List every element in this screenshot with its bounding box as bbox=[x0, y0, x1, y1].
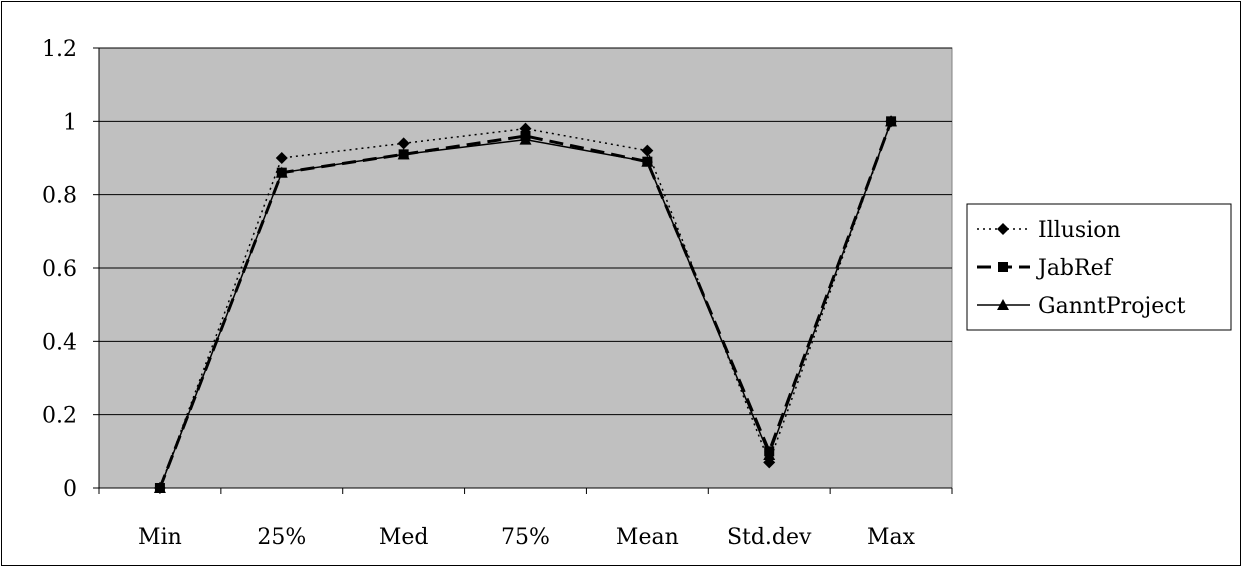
y-axis-tick-labels: 0 0.2 0.4 0.6 0.8 1 1.2 bbox=[42, 37, 77, 502]
data-point-triangle bbox=[885, 115, 898, 127]
legend-marker-square bbox=[998, 262, 1008, 272]
data-point-diamond bbox=[397, 137, 410, 150]
legend-item-jabref: JabRef bbox=[977, 256, 1114, 281]
y-tick-label: 1.2 bbox=[42, 37, 77, 62]
x-tick-label: Std.dev bbox=[727, 525, 812, 550]
series-ganntproject bbox=[153, 115, 898, 493]
axes bbox=[98, 48, 953, 494]
data-point-triangle bbox=[397, 148, 410, 160]
legend-label: Illusion bbox=[1038, 218, 1121, 243]
x-axis-tick-labels: Min 25% Med 75% Mean Std.dev Max bbox=[138, 525, 916, 550]
legend-marker-triangle bbox=[997, 299, 1009, 310]
x-tick-label: Max bbox=[867, 525, 916, 550]
y-tick-label: 0 bbox=[63, 477, 77, 502]
x-tick-label: Mean bbox=[616, 525, 679, 550]
x-tick-label: Med bbox=[379, 525, 429, 550]
x-tick-label: 75% bbox=[501, 525, 550, 550]
data-point-diamond bbox=[275, 152, 288, 164]
data-point-triangle bbox=[763, 449, 776, 460]
y-tick-label: 0.8 bbox=[42, 184, 77, 209]
legend-item-ganntproject: GanntProject bbox=[977, 294, 1186, 319]
data-point-triangle bbox=[641, 155, 654, 167]
data-point-triangle bbox=[275, 166, 288, 178]
legend-label: JabRef bbox=[1036, 256, 1114, 281]
legend-label: GanntProject bbox=[1038, 294, 1186, 319]
legend-item-illusion: Illusion bbox=[977, 218, 1121, 243]
x-tick-label: 25% bbox=[257, 525, 306, 550]
y-tick-label: 0.6 bbox=[42, 257, 77, 282]
data-point-triangle bbox=[153, 482, 166, 493]
y-tick-label: 0.4 bbox=[42, 330, 77, 355]
legend-marker-diamond bbox=[997, 223, 1009, 235]
y-tick-label: 0.2 bbox=[42, 404, 77, 429]
series-layer bbox=[153, 115, 898, 494]
y-tick-label: 1 bbox=[63, 110, 77, 135]
x-tick-label: Min bbox=[138, 525, 182, 550]
data-point-triangle bbox=[519, 133, 532, 145]
legend: Illusion JabRef GanntProject bbox=[966, 203, 1232, 331]
data-point-diamond bbox=[641, 144, 654, 157]
